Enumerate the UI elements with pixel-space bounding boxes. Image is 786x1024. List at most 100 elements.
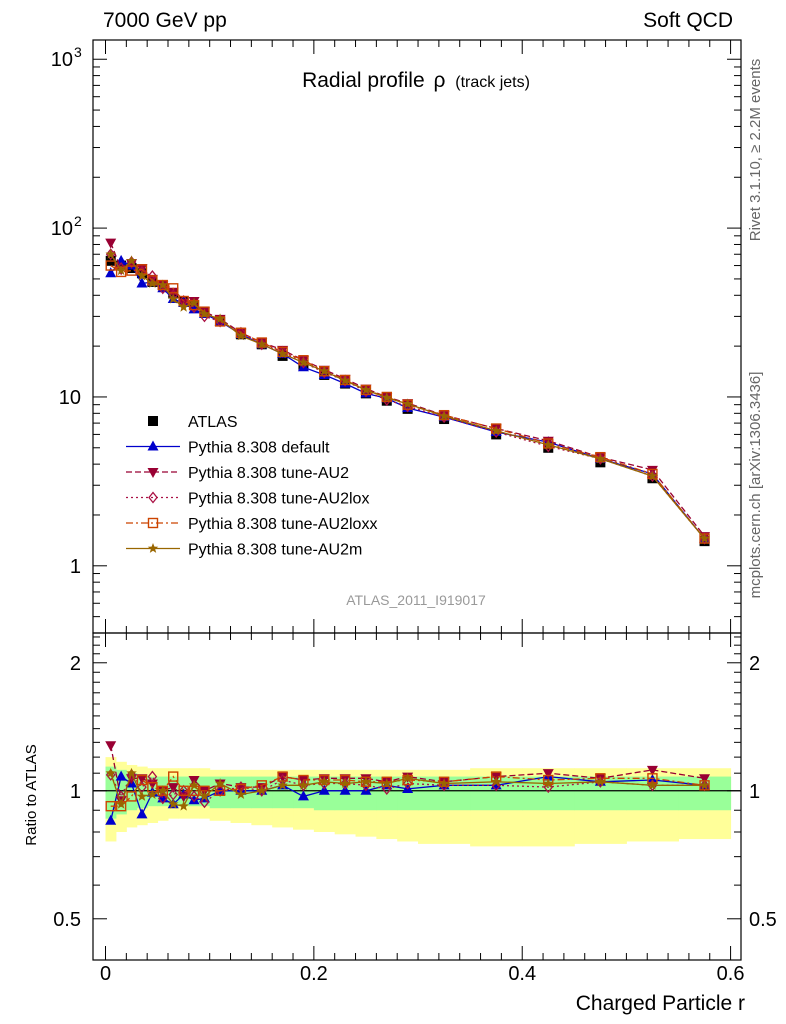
data-point-au2m xyxy=(168,293,179,304)
ratio-series-au2m xyxy=(105,767,710,811)
y-tick-label: 10 xyxy=(51,49,73,71)
data-point-au2m xyxy=(699,533,710,543)
ratio-point-au2 xyxy=(136,774,148,785)
data-point-au2loxx xyxy=(105,260,116,271)
legend-marker-au2loxx xyxy=(147,517,159,529)
data-point-au2m xyxy=(402,398,413,409)
data-point-au2 xyxy=(126,259,138,270)
ratio-point-au2m xyxy=(490,776,502,787)
data-point-au2m xyxy=(147,278,158,288)
ratio-point-au2m xyxy=(214,778,226,788)
ratio-point-default xyxy=(188,794,200,805)
legend-marker-au2lox xyxy=(148,491,158,504)
ratio-point-au2loxx xyxy=(105,800,116,812)
data-point-au2m xyxy=(235,330,247,341)
ratio-point-au2m xyxy=(595,776,606,787)
ratio-ylabel: Ratio to ATLAS xyxy=(23,744,40,845)
ratio-point-au2m xyxy=(199,790,210,801)
data-point-au2m xyxy=(126,255,137,266)
series-line-au2lox xyxy=(110,253,705,540)
ratio-point-au2lox xyxy=(157,792,168,805)
ratio-point-au2lox xyxy=(147,770,158,783)
ratio-point-au2m xyxy=(360,776,372,787)
ratio-point-au2m xyxy=(699,779,710,790)
data-point-au2m xyxy=(188,297,200,308)
data-point-au2m xyxy=(178,301,189,312)
ratio-point-au2 xyxy=(105,741,117,752)
title-symbol: ρ xyxy=(433,69,445,92)
ratio-point-default xyxy=(339,784,351,795)
ratio-point-au2lox xyxy=(491,779,502,792)
legend-marker-default xyxy=(147,440,159,451)
data-point-au2 xyxy=(105,238,117,249)
y-tick-label: 10 xyxy=(59,387,81,409)
series-line-au2loxx xyxy=(110,265,706,540)
ratio-y-tick-label: 2 xyxy=(70,653,81,675)
ratio-point-au2m xyxy=(126,767,137,778)
ratio-point-au2m xyxy=(543,778,554,788)
data-point-au2m xyxy=(157,279,168,290)
ratio-point-au2lox xyxy=(361,779,371,792)
data-point-au2m xyxy=(381,392,392,403)
series-line-au2 xyxy=(110,242,706,537)
data-point-au2m xyxy=(595,453,606,464)
ratio-y-tick-label-right: 2 xyxy=(749,653,760,675)
data-point-au2m xyxy=(319,365,330,376)
ratio-point-default xyxy=(105,814,117,825)
header-right: Soft QCD xyxy=(643,9,733,32)
legend-label-au2lox: Pythia 8.308 tune-AU2lox xyxy=(188,491,369,508)
ratio-point-au2 xyxy=(277,772,289,783)
uncertainty-band-inner xyxy=(272,776,294,809)
ratio-point-au2loxx xyxy=(438,776,450,787)
ratio-point-default xyxy=(297,790,309,801)
x-tick-label: 0.4 xyxy=(508,963,536,985)
ratio-plot: 0.5 0.5 1 1 2 2 0 0.2 0.4 0.6 xyxy=(53,632,777,985)
ratio-point-au2m xyxy=(319,776,330,787)
x-tick-label: 0.6 xyxy=(717,963,745,985)
legend-label-au2loxx: Pythia 8.308 tune-AU2loxx xyxy=(188,516,377,533)
y-tick-label: 1 xyxy=(70,556,81,578)
data-point-au2loxx xyxy=(126,265,137,276)
data-point-au2lox xyxy=(157,282,168,295)
ratio-point-au2loxx xyxy=(126,791,137,802)
rivet-label: Rivet 3.1.10, ≥ 2.2M events xyxy=(747,59,764,242)
ratio-point-au2m xyxy=(115,798,127,809)
legend-label-atlas: ATLAS xyxy=(188,414,238,431)
ratio-point-au2m xyxy=(647,779,658,790)
ratio-point-au2m xyxy=(235,789,247,799)
main-title: Radial profile ρ (track jets) xyxy=(302,69,530,92)
ratio-point-au2m xyxy=(277,779,288,790)
ratio-point-au2loxx xyxy=(136,774,148,786)
ratio-line-au2lox xyxy=(110,773,705,803)
ratio-y-tick-label: 1 xyxy=(70,781,81,803)
ratio-series-au2loxx xyxy=(105,771,710,812)
title-suffix: (track jets) xyxy=(455,74,530,91)
y-tick-label: 10 xyxy=(51,218,73,240)
uncertainty-band-inner xyxy=(105,766,117,819)
legend: ATLAS Pythia 8.308 default Pythia 8.308 tu… xyxy=(126,414,377,559)
ratio-line-au2loxx xyxy=(110,775,705,807)
data-point-au2m xyxy=(339,375,351,385)
ratio-point-au2 xyxy=(167,783,179,794)
mcplots-label: mcplots.cern.ch [arXiv:1306.3436] xyxy=(747,372,764,599)
y-tick-label-exponent: 3 xyxy=(74,44,82,60)
ratio-point-au2 xyxy=(646,765,658,776)
ratio-point-au2 xyxy=(542,769,554,780)
ratio-point-au2m xyxy=(298,779,309,790)
ratio-point-au2loxx xyxy=(168,771,179,782)
data-point-default xyxy=(105,267,117,278)
title-text: Radial profile xyxy=(302,69,425,92)
ratio-point-au2m xyxy=(339,778,351,788)
x-axis-label: Charged Particle r xyxy=(576,992,745,1015)
ratio-point-default xyxy=(318,784,330,795)
ratio-point-default xyxy=(646,774,658,785)
legend-marker-atlas xyxy=(148,416,158,426)
legend-marker-au2m xyxy=(147,543,159,553)
ratio-point-au2m xyxy=(256,785,267,796)
data-point-au2m xyxy=(136,270,148,281)
ratio-point-au2m xyxy=(178,800,189,811)
ratio-point-au2m xyxy=(168,798,179,809)
